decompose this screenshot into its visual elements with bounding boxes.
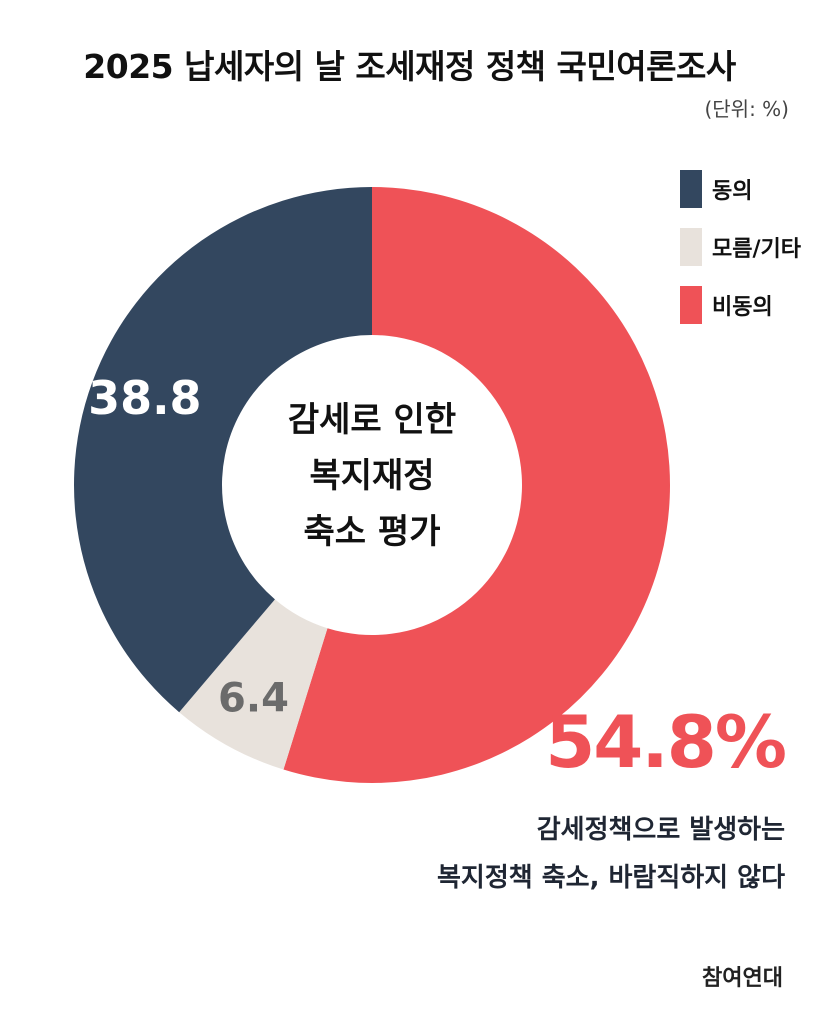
center-line-2: 복지재정 (309, 456, 435, 496)
legend-item-agree: 동의 (680, 160, 801, 218)
data-label-2: 6.4 (218, 676, 289, 722)
chart-title: 2025 납세자의 날 조세재정 정책 국민여론조사 (83, 47, 736, 86)
donut-center-text: 감세로 인한 복지재정 축소 평가 (222, 392, 522, 560)
legend-label-disagree: 비동의 (712, 295, 773, 320)
center-line-1: 감세로 인한 (287, 400, 457, 440)
donut-slice-1 (283, 187, 670, 783)
legend-item-disagree: 비동의 (680, 276, 801, 334)
legend: 동의 모름/기타 비동의 (680, 160, 801, 334)
note-line-1: 감세정책으로 발생하는 (536, 815, 785, 845)
legend-label-unknown: 모름/기타 (712, 237, 801, 262)
legend-swatch-unknown (680, 228, 702, 266)
donut-slice-2 (179, 599, 328, 770)
headline-note: 감세정책으로 발생하는 복지정책 축소, 바람직하지 않다 (437, 806, 785, 902)
center-line-3: 축소 평가 (303, 512, 441, 552)
legend-label-agree: 동의 (712, 179, 753, 204)
legend-item-unknown: 모름/기타 (680, 218, 801, 276)
headline-percentage: 54.8% (545, 700, 787, 784)
legend-swatch-agree (680, 170, 702, 208)
note-line-2: 복지정책 축소, 바람직하지 않다 (437, 863, 785, 893)
donut-slice-3 (74, 187, 373, 713)
unit-label: (단위: %) (704, 97, 789, 121)
source-label: 참여연대 (702, 966, 783, 991)
data-label-3: 38.8 (88, 371, 202, 425)
legend-swatch-disagree (680, 286, 702, 324)
